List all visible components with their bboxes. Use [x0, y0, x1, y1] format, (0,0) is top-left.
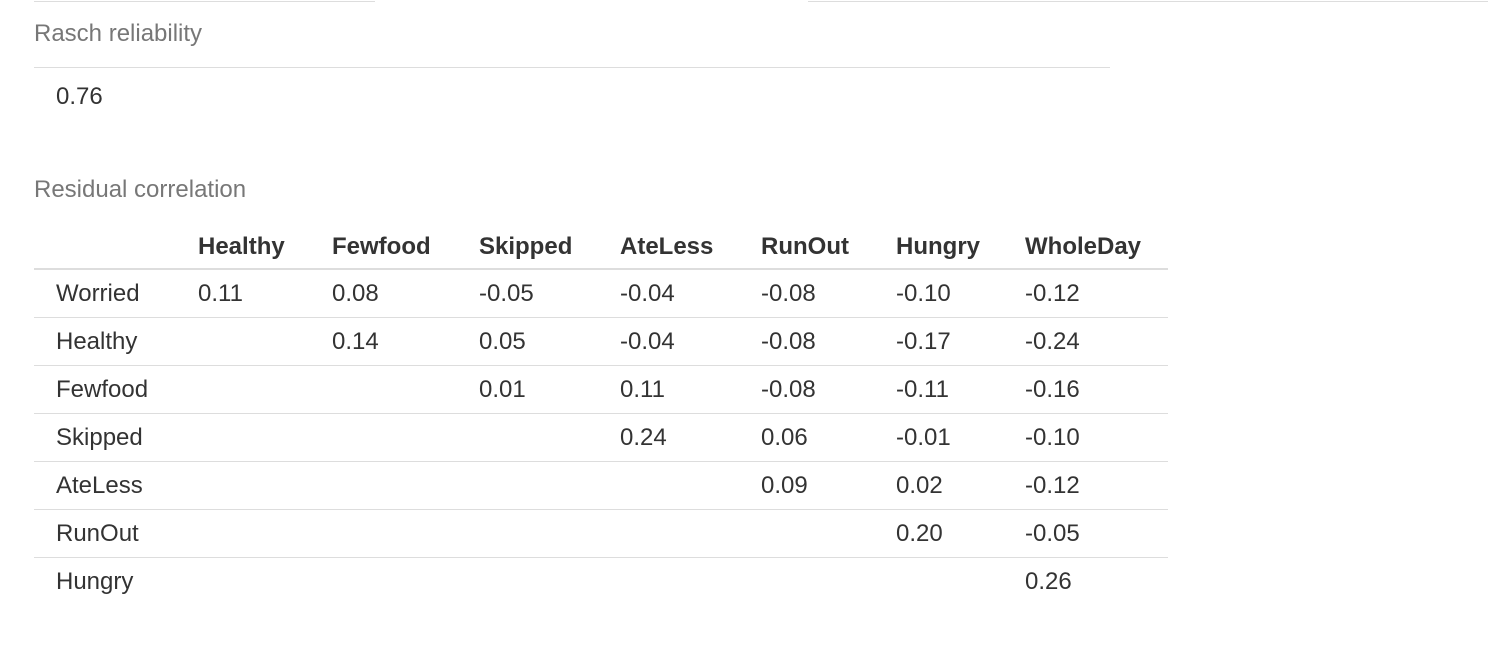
correlation-cell: [198, 509, 332, 558]
correlation-cell: -0.08: [761, 279, 816, 307]
correlation-cell: [332, 509, 479, 558]
table-row: Hungry 0.26: [34, 557, 1168, 605]
reliability-value: 0.76: [34, 67, 1110, 126]
correlation-cell: -0.05: [1025, 509, 1168, 558]
table-row: Fewfood 0.01 0.11 -0.08 -0.11 -0.16: [34, 365, 1168, 414]
correlation-cell: [479, 557, 620, 605]
row-label: RunOut: [34, 509, 198, 558]
table-header-row: Healthy Fewfood Skipped AteLess RunOut Hungry…: [34, 226, 1168, 270]
column-header-healthy: Healthy: [198, 226, 332, 270]
correlation-cell: -0.16: [1025, 365, 1168, 414]
correlation-cell: 0.11: [198, 279, 243, 307]
rasch-reliability-caption: Rasch reliability: [34, 20, 203, 47]
correlation-cell: -0.01: [896, 413, 1025, 462]
row-label: Healthy: [34, 317, 198, 366]
correlation-cell: [620, 461, 761, 510]
correlation-cell: -0.17: [896, 317, 1025, 366]
correlation-cell: 0.06: [761, 413, 896, 462]
correlation-cell: [332, 557, 479, 605]
correlation-cell: [198, 317, 332, 366]
correlation-cell: [332, 461, 479, 510]
correlation-cell: [620, 509, 761, 558]
correlation-cell: [479, 509, 620, 558]
correlation-cell: [479, 413, 620, 462]
column-header-runout: RunOut: [761, 226, 896, 270]
correlation-cell: [198, 365, 332, 414]
correlation-cell: 0.24: [620, 413, 761, 462]
correlation-cell: 0.05: [479, 317, 620, 366]
rasch-reliability-table: 0.76: [34, 67, 1110, 126]
correlation-cell: [198, 461, 332, 510]
correlation-cell: -0.12: [1025, 461, 1168, 510]
table-row: Worried 0.11 0.08 -0.05 -0.04 -0.08 -0.10 -0.12: [34, 269, 1168, 318]
correlation-cell: -0.08: [761, 317, 896, 366]
correlation-cell: -0.04: [620, 317, 761, 366]
correlation-cell: -0.10: [896, 279, 951, 307]
table-row: 0.76: [34, 67, 1110, 126]
top-divider-left: [34, 1, 375, 2]
correlation-cell: 0.09: [761, 461, 896, 510]
correlation-cell: 0.02: [896, 461, 1025, 510]
column-header-hungry: Hungry: [896, 226, 1025, 270]
correlation-cell: -0.10: [1025, 413, 1168, 462]
correlation-cell: 0.14: [332, 317, 479, 366]
table-row: Skipped 0.24 0.06 -0.01 -0.10: [34, 413, 1168, 462]
row-label: Skipped: [34, 413, 198, 462]
correlation-cell: 0.26: [1025, 557, 1168, 605]
correlation-cell: [332, 365, 479, 414]
column-header-ateless: AteLess: [620, 226, 761, 270]
correlation-cell: [198, 557, 332, 605]
correlation-cell: [479, 461, 620, 510]
row-label: AteLess: [34, 461, 198, 510]
table-row: RunOut 0.20 -0.05: [34, 509, 1168, 558]
correlation-cell: 0.11: [620, 365, 761, 414]
row-label: Worried: [56, 279, 140, 307]
correlation-cell: -0.04: [620, 279, 675, 307]
column-header-skipped: Skipped: [479, 226, 620, 270]
correlation-cell: -0.05: [479, 279, 534, 307]
row-label: Fewfood: [34, 365, 198, 414]
correlation-cell: 0.20: [896, 509, 1025, 558]
table-row: Healthy 0.14 0.05 -0.04 -0.08 -0.17 -0.24: [34, 317, 1168, 366]
column-header-blank: [34, 226, 198, 270]
top-divider-right: [808, 1, 1488, 2]
correlation-cell: 0.08: [332, 279, 379, 307]
correlation-cell: -0.08: [761, 365, 896, 414]
correlation-cell: -0.12: [1025, 279, 1080, 307]
residual-correlation-table: Healthy Fewfood Skipped AteLess RunOut Hungry…: [34, 226, 1168, 605]
correlation-cell: [332, 413, 479, 462]
correlation-cell: [761, 557, 896, 605]
correlation-cell: -0.24: [1025, 317, 1168, 366]
correlation-cell: [620, 557, 761, 605]
row-label: Hungry: [34, 557, 198, 605]
column-header-wholeday: WholeDay: [1025, 226, 1168, 270]
column-header-fewfood: Fewfood: [332, 226, 479, 270]
residual-correlation-caption: Residual correlation: [34, 176, 247, 203]
correlation-cell: 0.01: [479, 365, 620, 414]
correlation-cell: -0.11: [896, 365, 1025, 414]
correlation-cell: [896, 557, 1025, 605]
correlation-cell: [198, 413, 332, 462]
correlation-cell: [761, 509, 896, 558]
table-row: AteLess 0.09 0.02 -0.12: [34, 461, 1168, 510]
